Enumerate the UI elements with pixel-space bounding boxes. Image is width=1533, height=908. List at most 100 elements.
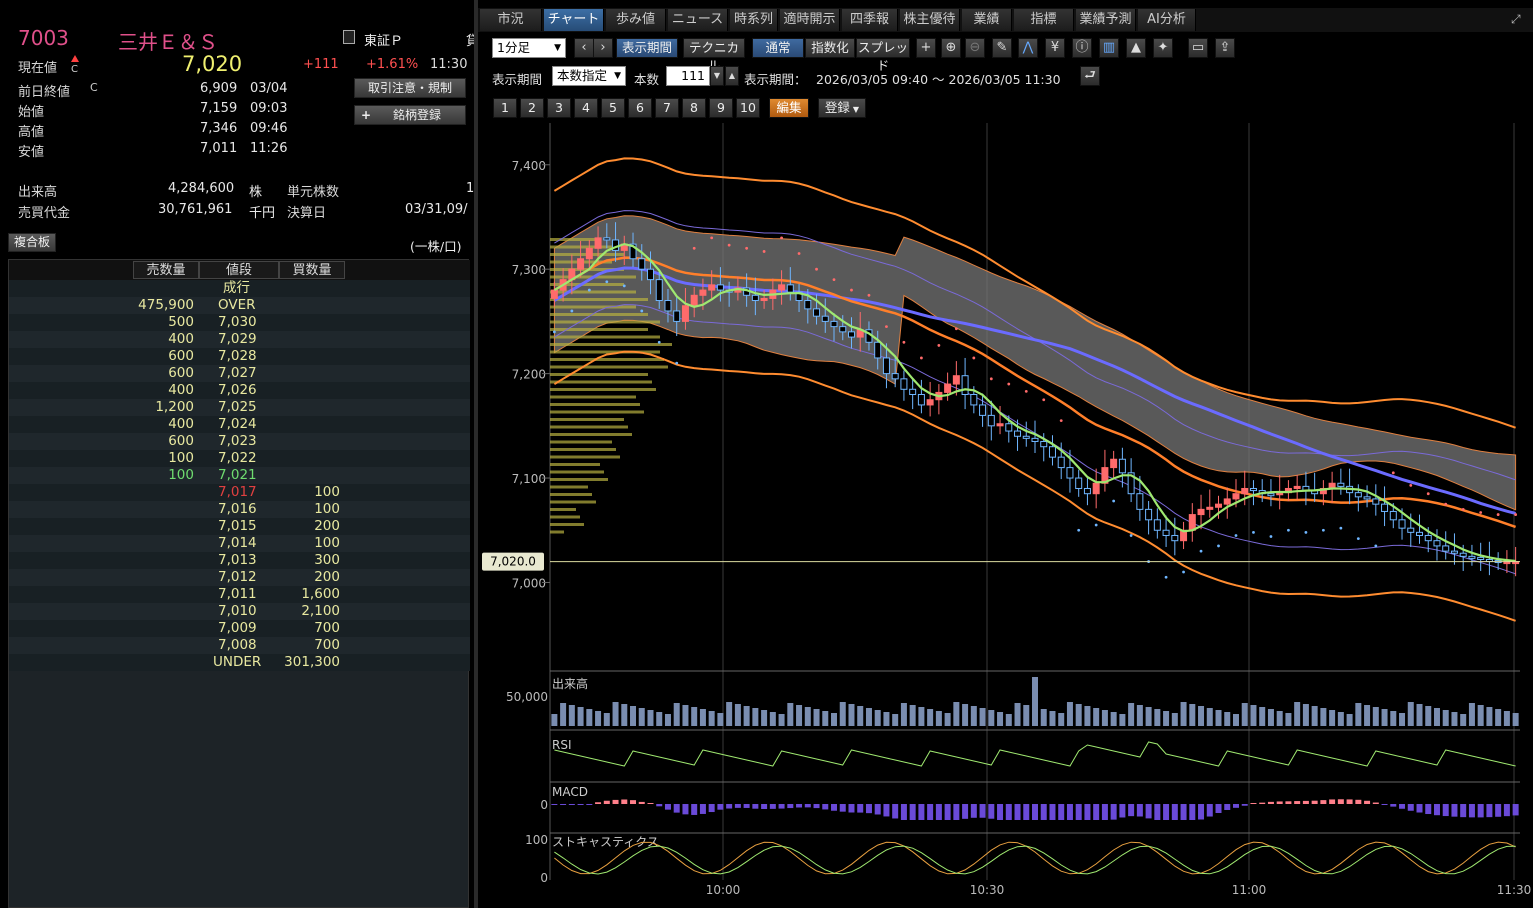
preset-button-6[interactable]: 6 bbox=[628, 98, 652, 118]
index-button[interactable]: 指数化 bbox=[805, 38, 855, 58]
tab-11[interactable]: AI分析 bbox=[1138, 9, 1196, 31]
order-book-row[interactable]: 1,200 7,025 bbox=[9, 399, 470, 416]
order-book-row[interactable]: 100 7,021 bbox=[9, 467, 470, 484]
yen-icon[interactable]: ¥ bbox=[1045, 38, 1065, 58]
register-stock-button[interactable]: + 銘柄登録 bbox=[354, 105, 466, 125]
info-icon[interactable]: ⓘ bbox=[1072, 38, 1092, 58]
order-book-row[interactable]: 600 7,028 bbox=[9, 348, 470, 365]
order-book-row[interactable]: 500 7,030 bbox=[9, 314, 470, 331]
edit-button[interactable]: 編集 bbox=[769, 98, 809, 118]
macd-bar bbox=[1145, 804, 1152, 819]
order-book-row[interactable]: 7,011 1,600 bbox=[9, 586, 470, 603]
preset-button-3[interactable]: 3 bbox=[547, 98, 571, 118]
order-book-row[interactable]: 7,010 2,100 bbox=[9, 603, 470, 620]
order-book-row[interactable]: 400 7,024 bbox=[9, 416, 470, 433]
reset-icon[interactable]: ⮐ bbox=[1080, 66, 1100, 86]
chevron-right-icon[interactable]: › bbox=[593, 38, 613, 58]
order-book-row[interactable]: 400 7,029 bbox=[9, 331, 470, 348]
order-book-row[interactable]: 7,008 700 bbox=[9, 637, 470, 654]
volume-bar bbox=[778, 714, 785, 726]
pencil-icon[interactable]: ✎ bbox=[992, 38, 1012, 58]
volume-bar bbox=[1163, 711, 1170, 726]
tab-7[interactable]: 株主優待 bbox=[900, 9, 960, 31]
preset-button-2[interactable]: 2 bbox=[520, 98, 544, 118]
volume-bar bbox=[568, 705, 575, 726]
technical-button[interactable]: テクニカル bbox=[683, 38, 745, 73]
macd-bar bbox=[1495, 804, 1502, 817]
preset-button-8[interactable]: 8 bbox=[682, 98, 706, 118]
preset-button-1[interactable]: 1 bbox=[493, 98, 517, 118]
tab-6[interactable]: 四季報 bbox=[842, 9, 898, 31]
export-icon[interactable]: ⇪ bbox=[1215, 38, 1235, 58]
tab-3[interactable]: ニュース bbox=[668, 9, 728, 31]
order-book-row[interactable]: 7,017 100 bbox=[9, 484, 470, 501]
tab-0[interactable]: 市況 bbox=[480, 9, 542, 31]
order-book-row[interactable]: 7,014 100 bbox=[9, 535, 470, 552]
preset-button-10[interactable]: 10 bbox=[736, 98, 760, 118]
wrench-icon[interactable]: ✦ bbox=[1153, 38, 1173, 58]
volume-bar bbox=[944, 713, 951, 726]
print-icon[interactable]: ▭ bbox=[1188, 38, 1208, 58]
trend-icon[interactable]: ⋀ bbox=[1018, 38, 1038, 58]
chevron-left-icon[interactable]: ‹ bbox=[574, 38, 594, 58]
caution-button[interactable]: 取引注意・規制 bbox=[354, 78, 466, 98]
count-input[interactable]: 111 bbox=[666, 66, 710, 86]
normal-button[interactable]: 通常 bbox=[752, 38, 804, 58]
preset-button-5[interactable]: 5 bbox=[601, 98, 625, 118]
preset-button-9[interactable]: 9 bbox=[709, 98, 733, 118]
sar-dot bbox=[815, 267, 818, 271]
tab-10[interactable]: 業績予測 bbox=[1076, 9, 1136, 31]
tab-9[interactable]: 指標 bbox=[1014, 9, 1074, 31]
zoom-out-icon[interactable]: ⊖ bbox=[965, 38, 985, 58]
interval-select[interactable]: 1分足 ▼ bbox=[492, 38, 566, 58]
tab-4[interactable]: 時系列 bbox=[730, 9, 778, 31]
document-icon[interactable] bbox=[343, 30, 355, 44]
range-label: 表示期間： bbox=[744, 72, 807, 87]
order-book-row[interactable]: UNDER 301,300 bbox=[9, 654, 470, 671]
sar-dot bbox=[989, 377, 993, 381]
volume-profile-bar bbox=[550, 358, 664, 361]
tab-8[interactable]: 業績 bbox=[962, 9, 1012, 31]
tab-5[interactable]: 適時開示 bbox=[780, 9, 840, 31]
order-book-row[interactable]: 100 7,022 bbox=[9, 450, 470, 467]
candle-body bbox=[1416, 531, 1424, 536]
sell-qty: 100 bbox=[168, 450, 194, 466]
order-book-row[interactable]: 7,015 200 bbox=[9, 518, 470, 535]
volume-bar bbox=[796, 705, 803, 726]
count-up-icon[interactable]: ▲ bbox=[725, 66, 739, 86]
spread-button[interactable]: スプレッド bbox=[856, 38, 910, 73]
price-chart[interactable]: 7,400 7,300 7,200 7,100 7,000 7,020.0 出来高 50,00… bbox=[478, 118, 1533, 908]
area-chart-icon[interactable]: ▲ bbox=[1126, 38, 1146, 58]
preset-button-7[interactable]: 7 bbox=[655, 98, 679, 118]
order-book-row[interactable]: 7,012 200 bbox=[9, 569, 470, 586]
order-book-row[interactable]: 7,009 700 bbox=[9, 620, 470, 637]
order-book-row[interactable]: 600 7,023 bbox=[9, 433, 470, 450]
candle-body bbox=[594, 237, 602, 249]
order-book-row[interactable]: 400 7,026 bbox=[9, 382, 470, 399]
sar-dot bbox=[1007, 382, 1011, 386]
sar-dot bbox=[937, 344, 941, 347]
volume-bar bbox=[918, 707, 925, 726]
tab-1[interactable]: チャート bbox=[544, 9, 604, 31]
register-button[interactable]: 登録 ▼ bbox=[818, 98, 866, 118]
sar-dot bbox=[1199, 549, 1203, 553]
zoom-in-icon[interactable]: ⊕ bbox=[941, 38, 961, 58]
sell-qty: 400 bbox=[168, 331, 194, 347]
period-mode-value: 本数指定 bbox=[557, 68, 608, 83]
order-book-row[interactable]: 成行 bbox=[9, 280, 470, 297]
expand-icon[interactable]: ⤢ bbox=[1511, 12, 1521, 26]
preset-button-4[interactable]: 4 bbox=[574, 98, 598, 118]
period-mode-select[interactable]: 本数指定 ▼ bbox=[552, 66, 626, 86]
order-book-row[interactable]: 600 7,027 bbox=[9, 365, 470, 382]
tab-2[interactable]: 歩み値 bbox=[606, 9, 666, 31]
period-button[interactable]: 表示期間 bbox=[616, 38, 678, 58]
volume-profile-icon[interactable]: ▥ bbox=[1099, 38, 1119, 58]
order-book-row[interactable]: 7,016 100 bbox=[9, 501, 470, 518]
order-book-row[interactable]: 475,900 OVER bbox=[9, 297, 470, 314]
price: 7,025 bbox=[218, 399, 257, 415]
composite-board-button[interactable]: 複合板 bbox=[8, 233, 56, 252]
volume-bar bbox=[935, 711, 942, 726]
order-book-row[interactable]: 7,013 300 bbox=[9, 552, 470, 569]
crosshair-icon[interactable]: + bbox=[916, 38, 936, 58]
count-down-icon[interactable]: ▼ bbox=[710, 66, 724, 86]
